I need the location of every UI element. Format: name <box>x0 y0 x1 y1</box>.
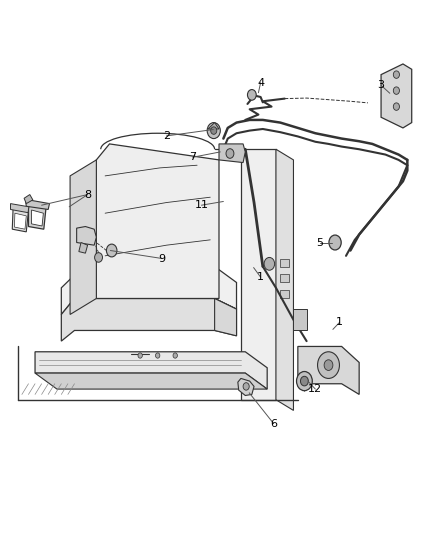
Text: 1: 1 <box>257 272 264 282</box>
Circle shape <box>300 376 308 386</box>
Circle shape <box>243 383 249 390</box>
Polygon shape <box>28 204 46 229</box>
Circle shape <box>329 235 341 250</box>
Circle shape <box>393 103 399 110</box>
Polygon shape <box>280 274 289 282</box>
Polygon shape <box>96 144 219 298</box>
Circle shape <box>211 127 217 134</box>
Circle shape <box>247 90 256 100</box>
Polygon shape <box>215 298 237 336</box>
Polygon shape <box>219 144 245 163</box>
Circle shape <box>324 360 333 370</box>
Polygon shape <box>280 290 289 298</box>
Circle shape <box>393 87 399 94</box>
Circle shape <box>138 353 142 358</box>
Circle shape <box>95 253 102 262</box>
Polygon shape <box>276 149 293 410</box>
Text: 1: 1 <box>336 318 343 327</box>
Circle shape <box>318 352 339 378</box>
Polygon shape <box>79 243 88 253</box>
Circle shape <box>297 372 312 391</box>
Polygon shape <box>24 195 33 204</box>
Polygon shape <box>11 204 29 213</box>
Circle shape <box>393 71 399 78</box>
Circle shape <box>264 257 275 270</box>
Polygon shape <box>25 199 49 209</box>
Text: 7: 7 <box>189 152 196 162</box>
Text: 5: 5 <box>316 238 323 247</box>
Polygon shape <box>77 227 96 245</box>
Text: 3: 3 <box>378 80 385 90</box>
Polygon shape <box>280 259 289 266</box>
Text: 12: 12 <box>308 384 322 394</box>
Polygon shape <box>61 298 237 341</box>
Circle shape <box>226 149 234 158</box>
Text: 2: 2 <box>163 131 170 141</box>
Polygon shape <box>293 309 307 330</box>
Polygon shape <box>298 346 359 394</box>
Text: 9: 9 <box>159 254 166 263</box>
Text: 11: 11 <box>194 200 208 210</box>
Polygon shape <box>70 160 96 314</box>
Text: 8: 8 <box>84 190 91 199</box>
Circle shape <box>173 353 177 358</box>
Circle shape <box>155 353 160 358</box>
Polygon shape <box>241 149 276 400</box>
Polygon shape <box>238 378 254 395</box>
Polygon shape <box>381 64 412 128</box>
Circle shape <box>207 123 220 139</box>
Text: 6: 6 <box>270 419 277 429</box>
Polygon shape <box>12 207 28 232</box>
Polygon shape <box>32 210 43 226</box>
Polygon shape <box>208 123 219 129</box>
Text: 4: 4 <box>257 78 264 87</box>
Circle shape <box>106 244 117 257</box>
Polygon shape <box>35 373 267 389</box>
Polygon shape <box>61 266 237 314</box>
Polygon shape <box>14 213 26 229</box>
Polygon shape <box>35 352 267 389</box>
